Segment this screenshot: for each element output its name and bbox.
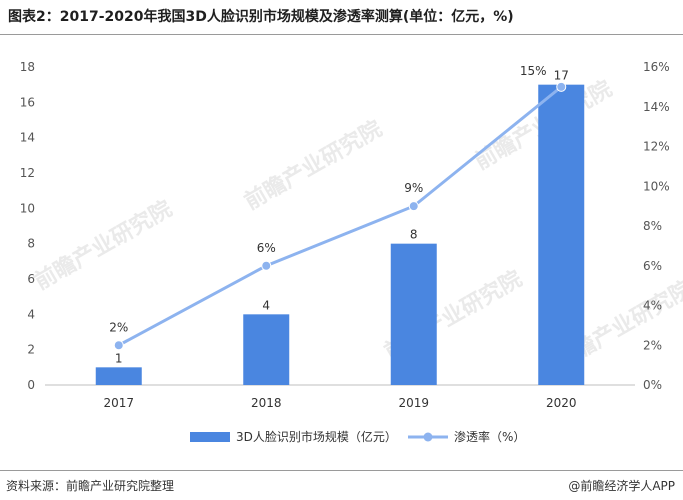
- right-axis-tick: 14%: [643, 100, 670, 114]
- legend-bar-label: 3D人脸识别市场规模（亿元）: [236, 429, 397, 444]
- category-label: 2018: [251, 396, 282, 410]
- left-axis-tick: 18: [20, 60, 35, 74]
- bar-value-label: 17: [554, 69, 569, 83]
- line-layer: [113, 81, 567, 351]
- bars-layer: [95, 84, 585, 385]
- right-axis-tick: 6%: [643, 259, 662, 273]
- rate-value-label: 9%: [404, 181, 423, 195]
- category-label: 2019: [398, 396, 429, 410]
- rate-point: [261, 260, 272, 271]
- legend: 3D人脸识别市场规模（亿元） 渗透率（%）: [190, 429, 525, 444]
- category-label: 2020: [546, 396, 577, 410]
- bar: [243, 314, 290, 385]
- rate-line: [118, 85, 563, 347]
- rate-point: [408, 201, 419, 212]
- left-axis-tick: 16: [20, 95, 35, 109]
- right-axis-tick: 2%: [643, 338, 662, 352]
- footer-divider: [0, 470, 683, 471]
- left-axis-tick: 12: [20, 166, 35, 180]
- rate-point: [556, 81, 567, 92]
- bar-value-label: 1: [115, 351, 123, 365]
- axes-layer: 0246810121416180%2%4%6%8%10%12%14%16%201…: [20, 60, 670, 410]
- bar: [538, 84, 585, 385]
- left-axis-tick: 4: [27, 307, 35, 321]
- right-axis-tick: 10%: [643, 179, 670, 193]
- right-axis-tick: 4%: [643, 299, 662, 313]
- rate-value-label: 15%: [520, 64, 547, 78]
- legend-line-marker: [423, 432, 433, 442]
- left-axis-tick: 0: [27, 378, 35, 392]
- legend-line-label: 渗透率（%）: [454, 429, 525, 444]
- rate-point: [113, 340, 124, 351]
- left-axis-tick: 14: [20, 131, 35, 145]
- bar: [95, 367, 142, 385]
- source-note: 资料来源：前瞻产业研究院整理: [6, 479, 175, 493]
- bar-value-label: 4: [262, 298, 270, 312]
- data-labels-layer: 1 4 8 17 2% 6% 9% 15%: [109, 64, 569, 365]
- legend-bar-swatch: [190, 432, 230, 442]
- bar: [390, 243, 437, 385]
- chart-title: 图表2：2017-2020年我国3D人脸识别市场规模及渗透率测算(单位：亿元，%…: [8, 9, 514, 25]
- rate-value-label: 6%: [257, 241, 276, 255]
- watermark-text: 前瞻产业研究院: [30, 196, 176, 296]
- left-axis-tick: 8: [27, 237, 35, 251]
- right-axis-tick: 12%: [643, 140, 670, 154]
- chart-svg: 前瞻产业研究院前瞻产业研究院前瞻产业研究院前瞻产业研究院前瞻产业研究院 0246…: [20, 60, 683, 444]
- category-label: 2017: [103, 396, 134, 410]
- watermark-text: 前瞻产业研究院: [240, 116, 386, 216]
- right-axis-tick: 8%: [643, 219, 662, 233]
- left-axis-tick: 10: [20, 201, 35, 215]
- right-axis-tick: 16%: [643, 60, 670, 74]
- right-axis-tick: 0%: [643, 378, 662, 392]
- left-axis-tick: 6: [27, 272, 35, 286]
- rate-value-label: 2%: [109, 320, 128, 334]
- bar-value-label: 8: [410, 228, 418, 242]
- title-divider: [0, 34, 683, 35]
- brand-note: @前瞻经济学人APP: [568, 479, 675, 493]
- left-axis-tick: 2: [27, 343, 35, 357]
